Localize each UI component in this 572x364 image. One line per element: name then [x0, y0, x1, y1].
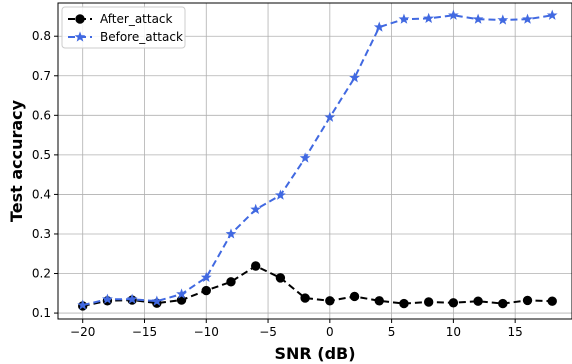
data-point-before-attack: [225, 228, 237, 239]
x-tick-label: −5: [259, 325, 277, 339]
data-point-after-attack: [176, 295, 187, 305]
y-tick-label: 0.6: [32, 108, 51, 122]
legend-label-after-attack: After_attack: [100, 12, 173, 26]
plot-frame: [57, 2, 572, 320]
data-point-after-attack: [300, 293, 310, 303]
data-point-before-attack: [349, 72, 360, 83]
series-line-before-attack: [82, 14, 553, 307]
data-point-before-attack: [472, 13, 484, 24]
x-tick-label: 15: [508, 325, 523, 339]
data-point-after-attack: [399, 298, 409, 309]
data-point-after-attack: [498, 298, 508, 309]
data-point-after-attack: [275, 273, 286, 283]
data-point-before-attack: [373, 21, 385, 32]
series-after-attack: [78, 261, 557, 311]
data-point-before-attack: [250, 203, 262, 215]
data-point-after-attack: [226, 277, 236, 287]
data-point-before-attack: [299, 152, 311, 163]
data-point-before-attack: [423, 12, 435, 24]
data-point-after-attack: [349, 291, 360, 302]
data-point-after-attack: [374, 296, 384, 306]
x-tick-label: 0: [326, 325, 334, 339]
x-tick-label: 10: [446, 325, 461, 339]
y-tick-label: 0.8: [32, 29, 51, 43]
y-tick-label: 0.2: [32, 267, 51, 281]
data-point-before-attack: [176, 288, 187, 299]
data-point-after-attack: [547, 296, 557, 306]
data-point-after-attack: [473, 296, 483, 306]
data-point-after-attack: [423, 297, 434, 307]
data-point-before-attack: [200, 271, 212, 283]
data-point-before-attack: [546, 9, 558, 20]
data-point-before-attack: [448, 9, 459, 20]
data-point-before-attack: [324, 111, 336, 122]
x-axis-title: SNR (dB): [274, 344, 355, 363]
legend-label-before-attack: Before_attack: [100, 30, 183, 44]
data-point-before-attack: [497, 14, 509, 25]
data-point-before-attack: [102, 293, 113, 304]
x-tick-label: −20: [70, 325, 95, 339]
x-tick-label: −15: [132, 325, 157, 339]
y-tick-label: 0.3: [32, 227, 51, 241]
data-point-before-attack: [275, 189, 286, 200]
y-tick-label: 0.1: [32, 306, 51, 320]
data-point-before-attack: [151, 295, 163, 306]
data-point-after-attack: [448, 298, 459, 308]
ticks: −20 −15 −10 −5 0 5 10 15 0.1 0.2 0.3 0.4 0.5 0.6 0.7 0.…: [32, 29, 523, 339]
series-layer: [77, 9, 558, 311]
legend-marker-before-attack: [74, 31, 86, 42]
data-point-before-attack: [126, 293, 138, 304]
data-point-before-attack: [522, 13, 533, 24]
data-point-before-attack: [398, 13, 410, 24]
data-point-after-attack: [325, 296, 335, 306]
data-point-after-attack: [522, 295, 533, 306]
y-axis-title: Test accuracy: [7, 99, 26, 222]
data-point-after-attack: [250, 261, 261, 271]
y-tick-label: 0.5: [32, 148, 51, 162]
legend-marker-after-attack: [75, 14, 85, 24]
legend: After_attack Before_attack: [61, 6, 186, 49]
series-before-attack: [77, 9, 558, 310]
legend-box: [61, 6, 186, 49]
y-tick-label: 0.4: [32, 187, 51, 201]
data-point-before-attack: [77, 299, 89, 310]
x-tick-label: −10: [194, 325, 219, 339]
x-tick-label: 5: [388, 325, 396, 339]
data-point-after-attack: [201, 285, 211, 296]
y-tick-label: 0.7: [32, 69, 51, 83]
grid: [58, 3, 572, 319]
